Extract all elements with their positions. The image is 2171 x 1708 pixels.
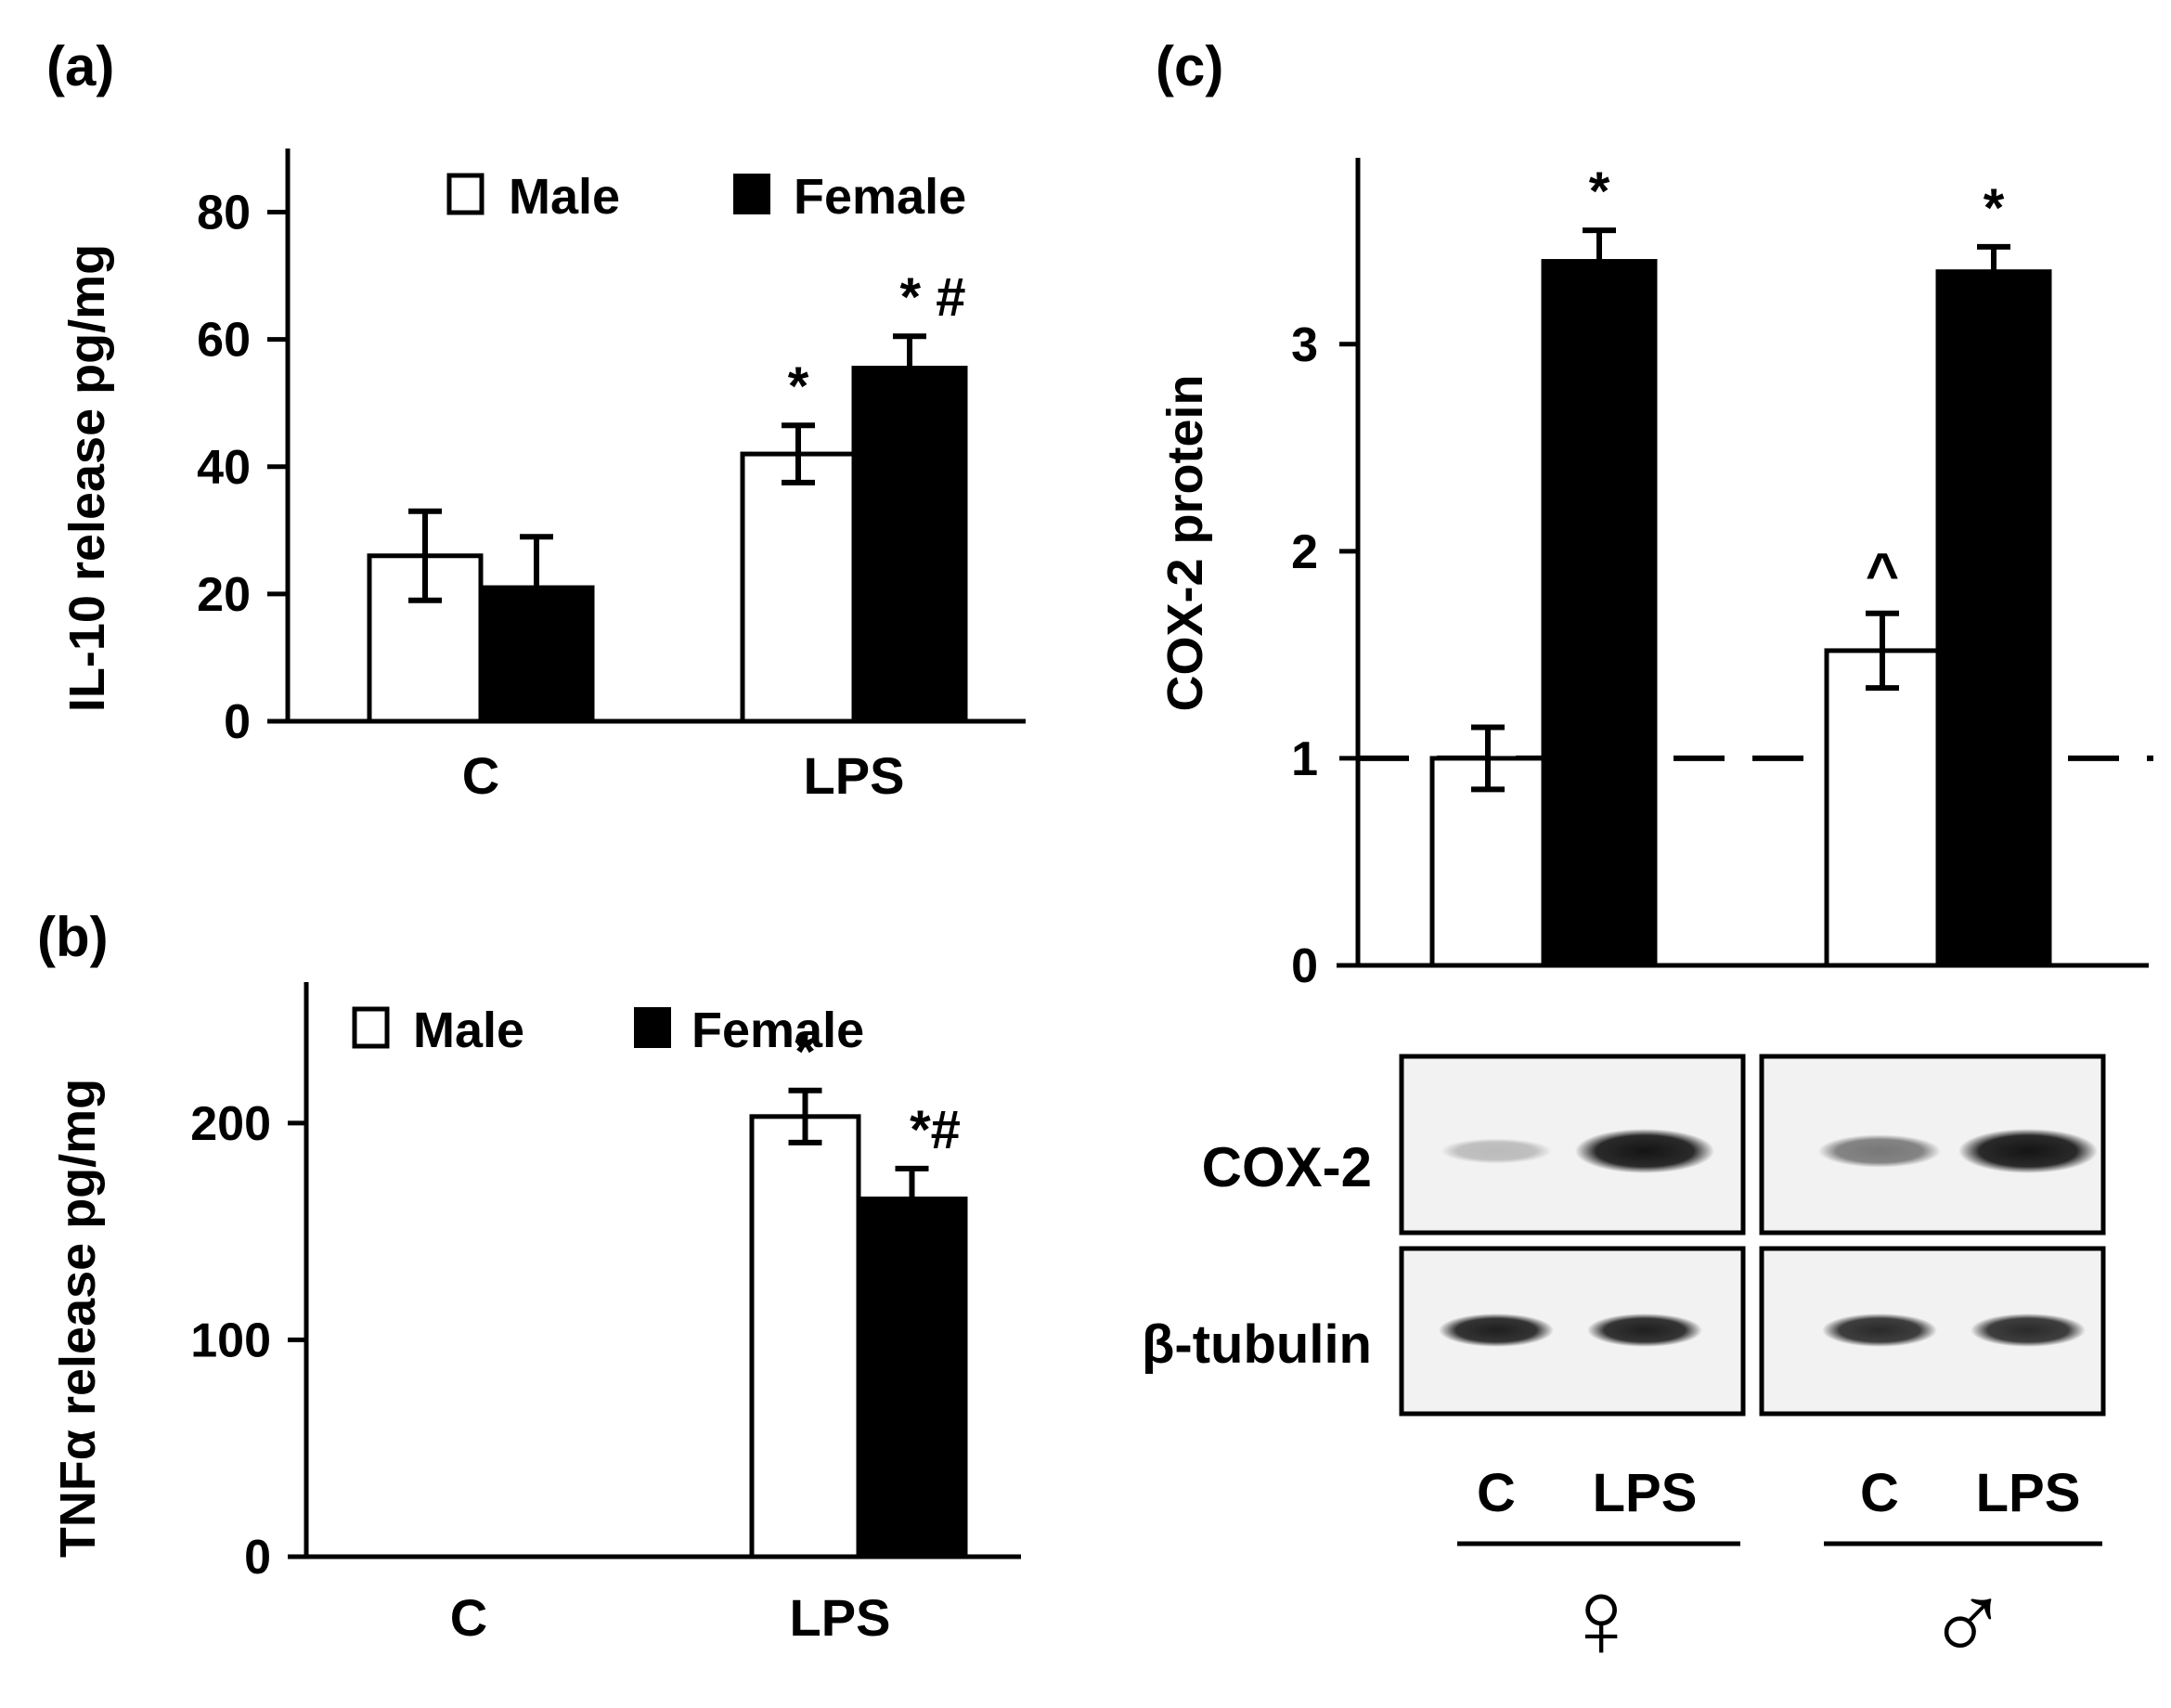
panel-a-legend-male: Male bbox=[509, 169, 620, 225]
panel-b-y-axis-label: TNFα release pg/mg bbox=[50, 1079, 106, 1558]
panel-c-ticks: 0 1 2 3 bbox=[1291, 318, 1358, 993]
blot-band-tubulin-0 bbox=[1439, 1313, 1554, 1347]
panel-c-bar-lps-0-annotation: * bbox=[1589, 162, 1610, 222]
panel-c: (c) COX-2 protein 0 1 2 3 ^ * * COX-2 β-tubul… bbox=[1142, 35, 2153, 1681]
panel-c-bar-c-1-annotation: ^ bbox=[1866, 542, 1899, 606]
panel-b-tick-label-0: 0 bbox=[244, 1531, 271, 1585]
panel-a: (a) IL-10 release pg/mg 0 20 40 60 80 * * # C… bbox=[46, 35, 1026, 805]
panel-a-legend-female: Female bbox=[794, 169, 966, 225]
panel-a-tick-label-3: 60 bbox=[197, 314, 251, 368]
panel-b-category-c: C bbox=[450, 1588, 487, 1647]
panel-a-bar-male-1 bbox=[740, 451, 857, 724]
blot-bands bbox=[1439, 1129, 2098, 1347]
panel-a-tick-label-2: 40 bbox=[197, 441, 251, 495]
blot-band-tubulin-2 bbox=[1822, 1313, 1937, 1347]
panel-c-bar-lps-1-annotation: * bbox=[1984, 178, 2005, 239]
western-blot: COX-2 β-tubulin C LPS C LPS ♀ ♂ bbox=[1142, 1054, 2106, 1681]
panel-a-y-axis-label: IL-10 release pg/mg bbox=[59, 244, 115, 712]
blot-band-cox2-1 bbox=[1575, 1129, 1714, 1173]
panel-b-label: (b) bbox=[37, 906, 109, 968]
blot-group-symbol-female: ♀ bbox=[1559, 1557, 1643, 1681]
panel-b-bar-male-1 bbox=[749, 1114, 861, 1559]
panel-c-label: (c) bbox=[1156, 35, 1223, 97]
blot-lane-label-male-lps: LPS bbox=[1976, 1463, 2081, 1523]
panel-a-label: (a) bbox=[46, 35, 114, 97]
panel-c-bars: ^ * * bbox=[1429, 162, 2052, 968]
panel-a-tick-label-1: 20 bbox=[197, 568, 251, 622]
panel-a-bars: * * # bbox=[367, 267, 968, 724]
blot-lane-label-female-c: C bbox=[1477, 1463, 1516, 1523]
panel-b-tick-label-2: 200 bbox=[190, 1097, 271, 1151]
blot-lane-label-female-lps: LPS bbox=[1593, 1463, 1698, 1523]
panel-b-legend-male-swatch bbox=[352, 1006, 390, 1049]
panel-b-bar-female-1 bbox=[856, 1197, 968, 1559]
panel-b-legend: Male Female bbox=[352, 1003, 864, 1058]
panel-a-bar-male-1-annotation: * bbox=[788, 356, 809, 417]
panel-a-bar-female-1 bbox=[851, 366, 968, 724]
panel-a-legend-female-swatch bbox=[733, 174, 770, 214]
panel-a-ticks: 0 20 40 60 80 bbox=[197, 187, 288, 749]
blot-band-cox2-0 bbox=[1441, 1138, 1552, 1164]
panel-a-category-c: C bbox=[462, 746, 499, 805]
panel-c-bar-lps-1 bbox=[1935, 269, 2052, 968]
panel-a-tick-label-0: 0 bbox=[224, 695, 251, 749]
blot-band-cox2-2 bbox=[1818, 1134, 1941, 1168]
blot-group-symbol-male: ♂ bbox=[1926, 1557, 2009, 1681]
panel-a-legend-male-swatch bbox=[446, 173, 485, 215]
panel-b-tick-label-1: 100 bbox=[190, 1313, 271, 1367]
panel-b-bars: * *# bbox=[749, 1022, 968, 1559]
panel-b-ticks: 0 100 200 bbox=[190, 1097, 306, 1585]
panel-a-bar-female-1-annotation: * # bbox=[900, 267, 966, 328]
blot-row-label-tubulin: β-tubulin bbox=[1142, 1314, 1372, 1375]
panel-c-bar-c-1 bbox=[1824, 648, 1941, 968]
blot-band-tubulin-1 bbox=[1587, 1313, 1702, 1347]
panel-a-bar-female-0 bbox=[478, 585, 595, 724]
panel-c-tick-label-0: 0 bbox=[1291, 939, 1318, 993]
panel-a-category-lps: LPS bbox=[804, 746, 905, 805]
panel-c-tick-label-2: 2 bbox=[1291, 525, 1318, 579]
panel-b-legend-male: Male bbox=[413, 1003, 524, 1058]
panel-a-tick-label-4: 80 bbox=[197, 187, 251, 240]
panel-b-category-lps: LPS bbox=[790, 1588, 891, 1647]
blot-band-cox2-3 bbox=[1958, 1129, 2098, 1173]
panel-b-bar-female-1-annotation: *# bbox=[910, 1100, 961, 1160]
panel-b-bar-male-1-annotation: * bbox=[795, 1022, 816, 1082]
panel-b-legend-female: Female bbox=[691, 1003, 864, 1058]
panel-c-tick-label-3: 3 bbox=[1291, 318, 1318, 372]
panel-c-bar-lps-0 bbox=[1541, 259, 1658, 968]
panel-c-bar-c-0 bbox=[1429, 756, 1546, 968]
panel-b-legend-female-swatch bbox=[634, 1007, 671, 1048]
panel-c-tick-label-1: 1 bbox=[1291, 732, 1318, 786]
panel-a-legend: Male Female bbox=[446, 169, 966, 225]
blot-row-label-cox2: COX-2 bbox=[1202, 1136, 1372, 1198]
panel-c-y-axis-label: COX-2 protein bbox=[1157, 374, 1213, 711]
blot-band-tubulin-3 bbox=[1971, 1313, 2086, 1347]
panel-b: (b) TNFα release pg/mg 0 100 200 * *# C LPS… bbox=[37, 906, 1021, 1647]
blot-lane-label-male-c: C bbox=[1860, 1463, 1899, 1523]
